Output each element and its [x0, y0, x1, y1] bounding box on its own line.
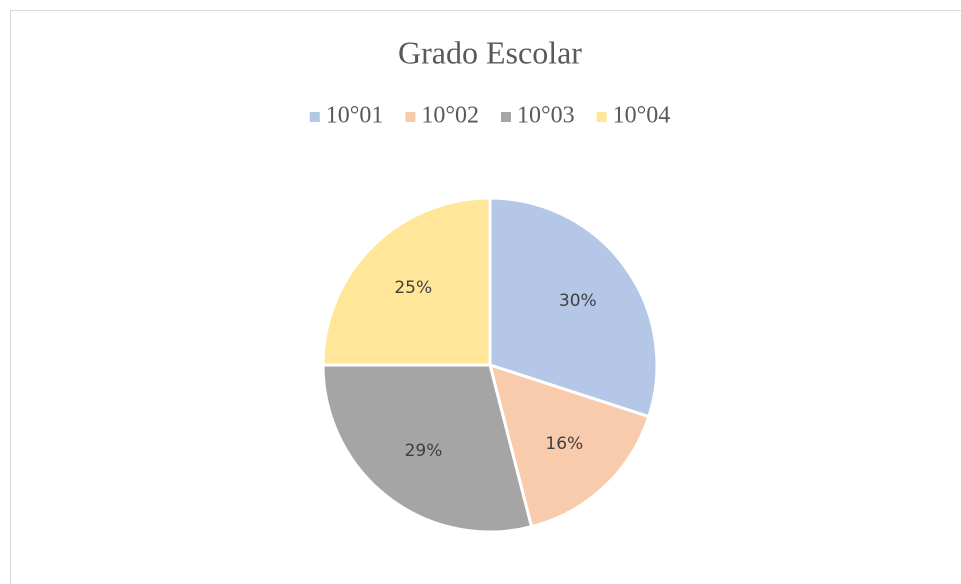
- legend-swatch: [309, 112, 320, 122]
- legend-swatch: [501, 112, 511, 122]
- legend-label: 10°04: [613, 103, 671, 129]
- legend-swatch: [596, 112, 607, 122]
- data-label: 25%: [394, 278, 432, 298]
- data-label: 29%: [405, 441, 443, 461]
- pie-slice: [488, 196, 659, 419]
- pie-slice: [321, 363, 534, 534]
- data-label: 16%: [545, 434, 583, 454]
- legend-label: 10°01: [326, 103, 384, 129]
- pie-slice: [487, 362, 651, 529]
- data-label: 30%: [559, 291, 597, 311]
- legend-label: 10°02: [421, 103, 479, 129]
- pie-slice: [321, 196, 492, 367]
- legend-label: 10°03: [517, 103, 575, 129]
- chart-title: Grado Escolar: [398, 34, 582, 70]
- legend-swatch: [405, 112, 416, 122]
